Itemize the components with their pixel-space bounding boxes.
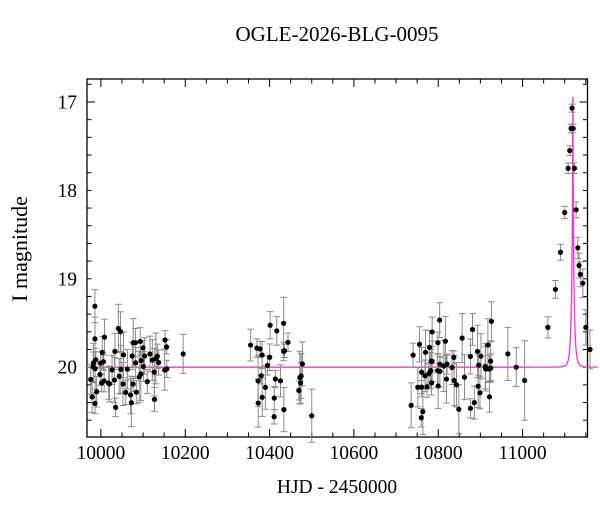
svg-text:10200: 10200 [161,443,210,464]
svg-text:20: 20 [58,358,78,379]
svg-text:10600: 10600 [330,443,379,464]
svg-text:18: 18 [58,181,78,202]
svg-text:11000: 11000 [499,443,547,464]
svg-text:19: 19 [58,269,78,290]
svg-text:I magnitude: I magnitude [7,196,32,302]
svg-text:10400: 10400 [245,443,294,464]
svg-text:HJD - 2450000: HJD - 2450000 [277,477,397,498]
svg-text:10000: 10000 [77,443,126,464]
svg-text:10800: 10800 [414,443,463,464]
svg-text:OGLE-2026-BLG-0095: OGLE-2026-BLG-0095 [236,22,439,46]
svg-text:17: 17 [58,92,78,113]
